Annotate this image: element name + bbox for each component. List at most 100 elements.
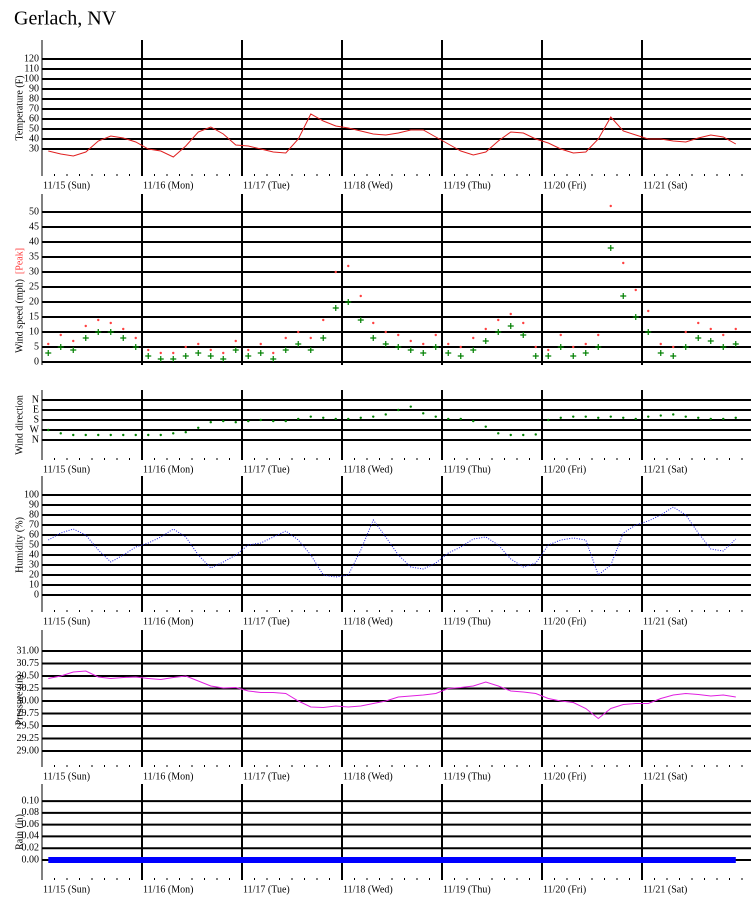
data-point [397,333,400,337]
y-tick-label: 10 [29,326,39,337]
data-point [482,338,489,344]
data-point [372,415,375,418]
y-tick-label: 30 [29,143,39,154]
y-tick-label: 30 [29,559,39,570]
data-point [459,417,462,421]
x-tick-label: 11/20 (Fri) [543,884,586,895]
data-point [272,351,275,355]
data-point [134,433,137,437]
data-point [634,288,637,292]
data-point [532,353,539,359]
data-point [547,348,550,352]
data-point [59,432,62,435]
data-point [507,323,514,329]
data-point [284,419,287,423]
y-tick-label: 29.50 [17,720,40,731]
x-tick-label: 11/16 (Mon) [143,180,193,191]
data-point [372,321,375,325]
y-tick-label: 29.75 [17,708,40,719]
x-tick-label: 11/21 (Sat) [643,616,687,627]
y-axis-label: Wind speed (mph) [14,279,25,353]
data-point [222,351,225,355]
data-point [709,417,712,421]
y-tick-label: 29.00 [17,745,40,756]
data-point [122,327,125,331]
data-point [359,294,362,298]
y-tick-label: 0.06 [22,819,40,830]
data-point [347,417,350,421]
data-point [672,345,675,349]
data-point [82,335,89,341]
data-point [432,344,439,350]
data-point [184,431,187,434]
data-point [520,332,527,338]
data-point [72,433,75,437]
data-point [107,329,114,335]
data-point [109,433,112,437]
data-point [397,408,400,412]
data-point [459,345,462,349]
data-point [45,350,52,356]
y-tick-label: 15 [29,311,39,322]
data-point [409,339,412,343]
data-point [147,433,150,437]
data-point [420,350,427,356]
data-point [734,416,737,419]
data-point [447,417,450,421]
data-point [384,413,387,416]
data-point [297,330,300,334]
data-point [284,336,287,340]
y-tick-label: 80 [29,509,39,520]
y-tick-label: 0.08 [22,807,40,818]
x-tick-label: 11/21 (Sat) [643,180,687,191]
y-tick-label: 90 [29,83,39,94]
x-tick-label: 11/16 (Mon) [143,771,193,782]
data-point [622,416,625,419]
data-point [447,342,450,346]
data-point [495,329,502,335]
data-point [122,433,125,437]
data-point [195,350,202,356]
data-point [247,348,250,352]
y-tick-label: 50 [29,539,39,550]
y-tick-label: 100 [24,73,39,84]
y-axis-label: Pressure (in) [14,675,25,726]
data-point [695,335,702,341]
data-point [422,342,425,346]
data-point [697,416,700,419]
data-point [609,204,612,208]
data-point [632,314,639,320]
y-axis-label: Humidity (%) [14,517,25,573]
x-tick-label: 11/20 (Fri) [543,180,586,191]
data-point [184,345,187,349]
data-point [407,347,414,353]
data-point [472,419,475,423]
y-tick-label: 35 [29,251,39,262]
data-point [645,329,652,335]
data-point [582,350,589,356]
data-point [509,433,512,437]
data-point [684,415,687,418]
data-point [709,327,712,331]
x-tick-label: 11/20 (Fri) [543,771,586,782]
data-point [97,318,100,322]
data-point [470,347,477,353]
y-tick-label: 20 [29,569,39,580]
data-point [720,344,727,350]
data-point [457,353,464,359]
data-point [134,336,137,340]
y-tick-label: 31.00 [17,645,40,656]
data-point [220,356,227,362]
x-tick-label: 11/15 (Sun) [43,884,90,895]
data-point [47,342,50,346]
data-point [259,342,262,346]
y-axis-label: Rain (in) [14,814,25,850]
data-point [57,344,64,350]
data-point [570,353,577,359]
data-point [657,350,664,356]
data-point [445,350,452,356]
legend-label: [Peak] [14,248,25,274]
x-tick-label: 11/19 (Thu) [443,771,491,782]
data-point [332,305,339,311]
